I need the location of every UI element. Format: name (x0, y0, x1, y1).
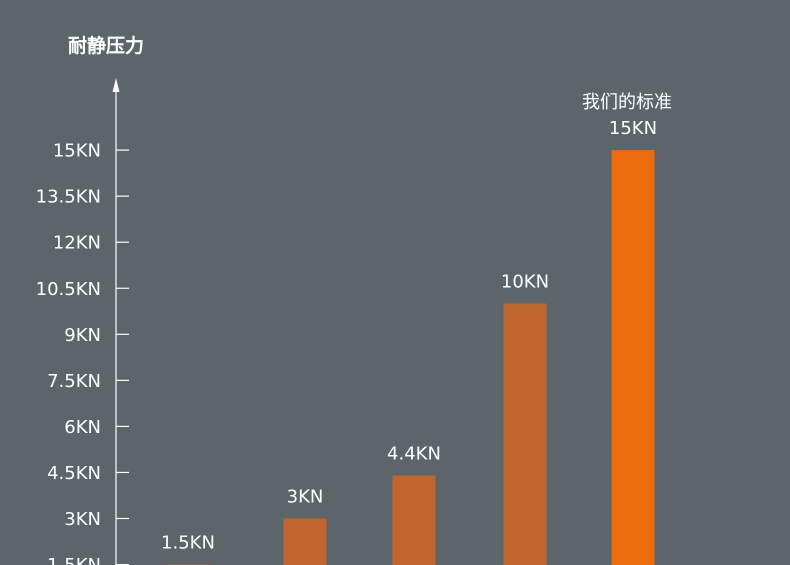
bar (503, 303, 547, 565)
highlight-note: 我们的标准 (582, 92, 672, 113)
y-tick-label: 4.5KN (47, 463, 101, 484)
y-tick-label: 3KN (64, 509, 101, 530)
bar-value-label: 10KN (501, 272, 549, 293)
bar (611, 150, 655, 565)
y-tick-label: 9KN (64, 325, 101, 346)
y-axis-ticks: 1.5KN 3KN 4.5KN 6KN 7.5KN 9KN 10.5KN 12KN 13.5KN… (36, 141, 129, 565)
y-tick-label: 6KN (64, 417, 101, 438)
bar (283, 518, 327, 565)
y-tick-label: 15KN (53, 141, 101, 162)
bar-value-label: 4.4KN (387, 444, 441, 465)
bar-value-label: 15KN (609, 118, 657, 139)
y-tick-label: 1.5KN (47, 555, 101, 565)
data-labels-group: 1.5KN 3KN 4.4KN 10KN 15KN (161, 118, 657, 553)
bars-group (166, 150, 655, 565)
bar-value-label: 1.5KN (161, 533, 215, 554)
y-tick-label: 7.5KN (47, 371, 101, 392)
y-tick-label: 10.5KN (36, 279, 101, 300)
bar (392, 475, 436, 565)
y-tick-label: 12KN (53, 233, 101, 254)
bar-value-label: 3KN (287, 487, 324, 508)
y-axis-title: 耐静压力 (68, 34, 144, 57)
y-axis-arrow-icon (112, 78, 120, 92)
y-tick-label: 13.5KN (36, 187, 101, 208)
